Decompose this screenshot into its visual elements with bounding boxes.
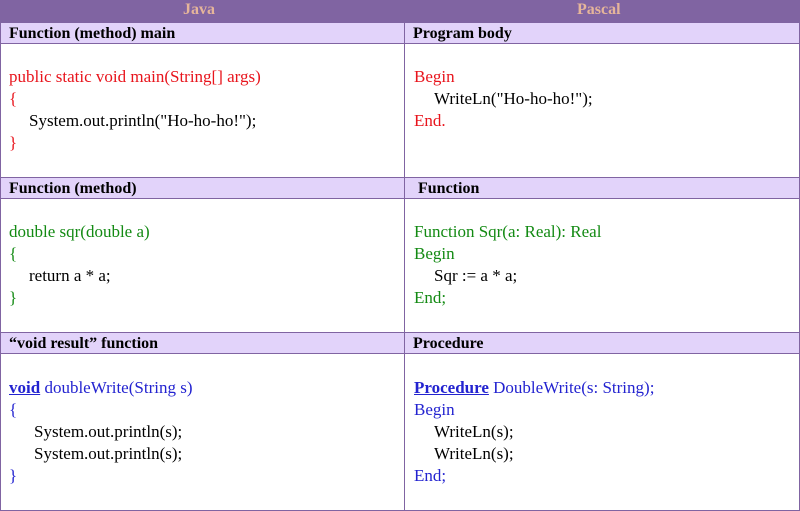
code-line: void doubleWrite(String s) [9, 377, 192, 399]
code-line: Procedure DoubleWrite(s: String); [414, 377, 654, 399]
left-border [0, 22, 1, 511]
column-java: Java [183, 1, 215, 18]
code-line: } [9, 133, 18, 152]
pascal-subheader: Procedure [404, 332, 800, 354]
java-subheader: Function (method) [0, 177, 405, 199]
code-line: Begin [414, 244, 455, 263]
java-code: public static void main(String[] args) {… [0, 66, 261, 154]
code-line: System.out.println("Ho-ho-ho!"); [29, 111, 257, 130]
code-line: End; [414, 288, 447, 307]
signature: DoubleWrite(s: String); [488, 378, 655, 397]
code-line: } [9, 466, 18, 485]
pascal-subheader: Function [404, 177, 800, 199]
code-line: double sqr(double a) [9, 222, 150, 241]
code-line: Begin [414, 67, 455, 86]
signature: doubleWrite(String s) [40, 378, 193, 397]
code-line: } [9, 288, 18, 307]
column-pascal: Pascal [577, 1, 621, 18]
code-line: System.out.println(s); [34, 444, 183, 463]
keyword-void: void [9, 378, 41, 397]
code-line: { [9, 400, 18, 419]
code-line: { [9, 89, 18, 108]
java-code: double sqr(double a) { return a * a; } [0, 221, 150, 309]
table-header: Java Pascal [0, 0, 800, 22]
pascal-code: Function Sqr(a: Real): Real Begin Sqr :=… [405, 221, 601, 309]
code-line: WriteLn(s); [434, 444, 514, 463]
column-divider [404, 22, 405, 511]
pascal-code: Procedure DoubleWrite(s: String); Begin … [405, 377, 654, 487]
code-line: Begin [414, 400, 455, 419]
code-line: WriteLn("Ho-ho-ho!"); [434, 89, 593, 108]
java-subheader: Function (method) main [0, 22, 405, 44]
pascal-code: Begin WriteLn("Ho-ho-ho!"); End. [405, 66, 593, 132]
code-line: Sqr := a * a; [434, 266, 518, 285]
keyword-procedure: Procedure [414, 378, 489, 397]
code-line: Function Sqr(a: Real): Real [414, 222, 602, 241]
code-line: return a * a; [29, 266, 111, 285]
code-line: { [9, 244, 18, 263]
code-line: WriteLn(s); [434, 422, 514, 441]
java-code: void doubleWrite(String s) { System.out.… [0, 377, 192, 487]
java-subheader: “void result” function [0, 332, 405, 354]
pascal-subheader: Program body [404, 22, 800, 44]
code-line: End; [414, 466, 447, 485]
code-line: System.out.println(s); [34, 422, 183, 441]
code-line: public static void main(String[] args) [9, 67, 261, 86]
code-line: End. [414, 111, 446, 130]
